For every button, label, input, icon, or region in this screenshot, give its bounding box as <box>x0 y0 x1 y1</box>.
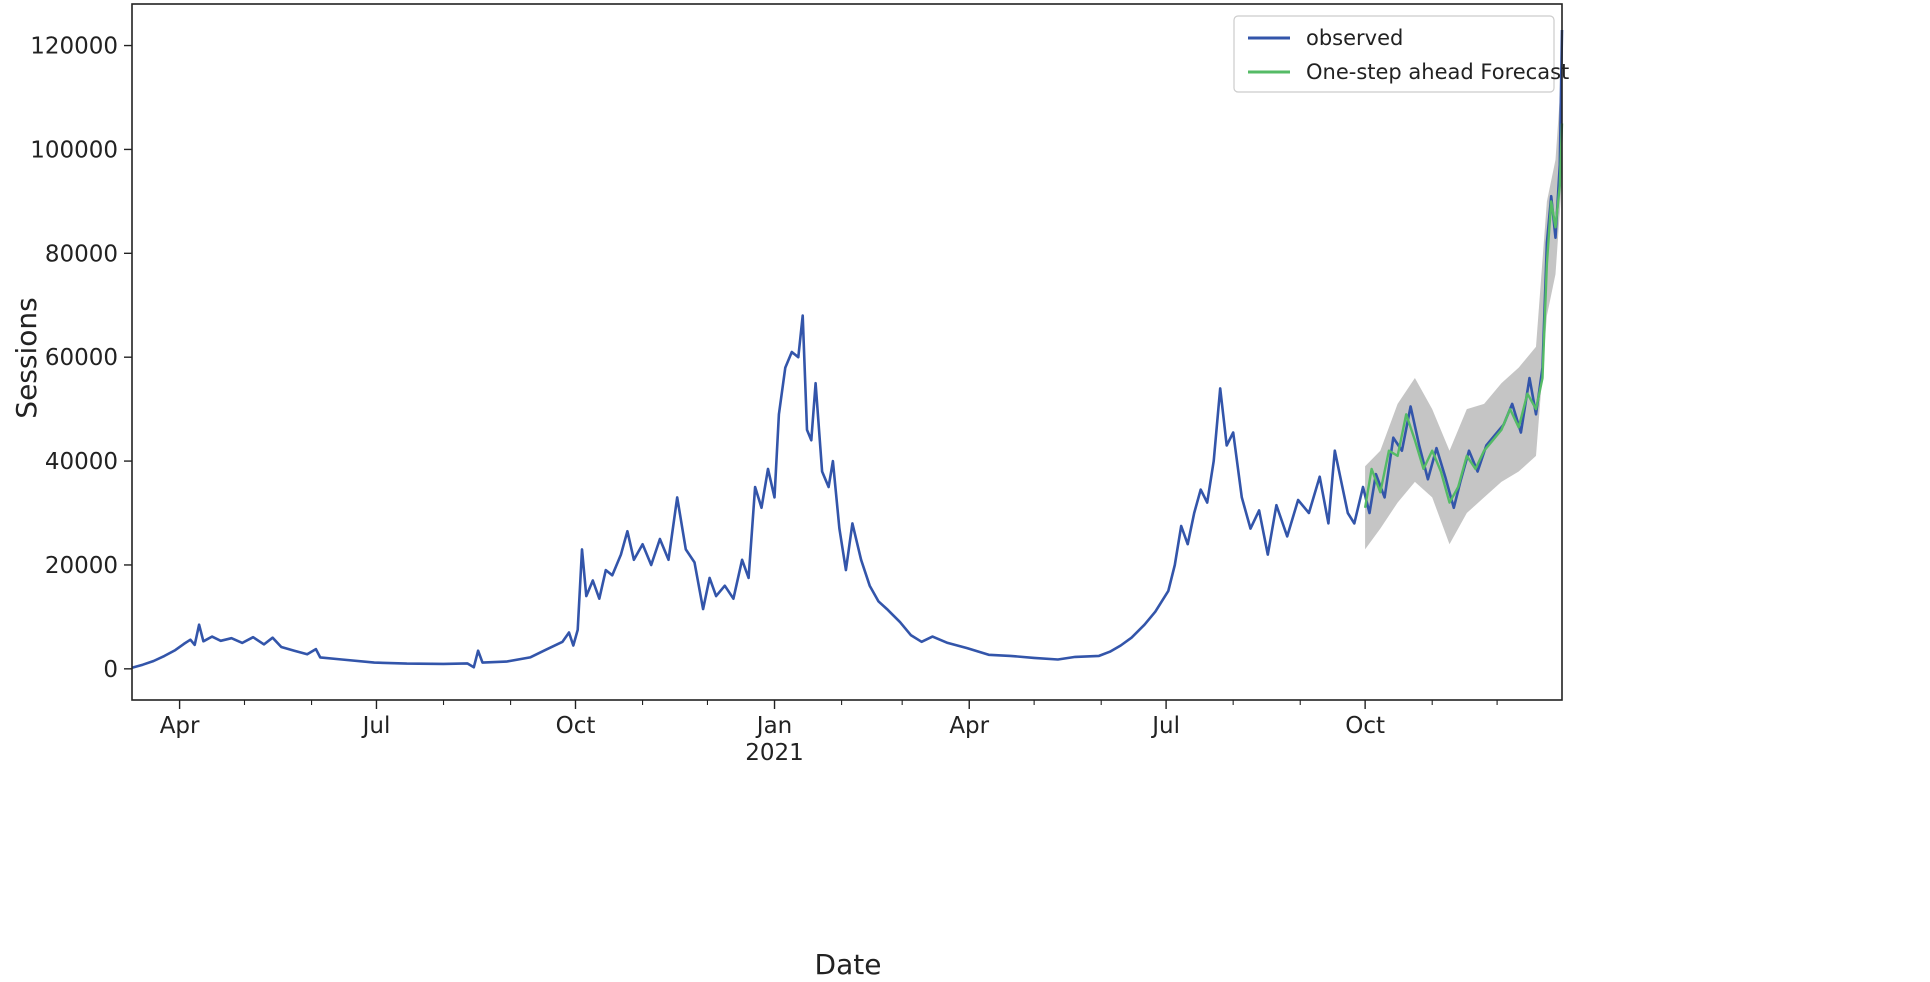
legend-label-forecast: One-step ahead Forecast <box>1306 60 1569 84</box>
x-tick-label: Jan <box>755 713 792 739</box>
y-axis-title: Sessions <box>10 297 43 418</box>
x-tick-label: Oct <box>556 713 596 739</box>
y-tick-label: 100000 <box>30 137 118 163</box>
y-tick-label: 40000 <box>45 449 118 475</box>
x-tick-label: Jul <box>1150 713 1180 739</box>
y-tick-label: 20000 <box>45 553 118 579</box>
x-tick-label: Apr <box>949 713 989 739</box>
x-axis-ticks: Apr Jul Oct Jan Apr Jul Oct <box>160 700 1498 739</box>
series-line-forecast <box>1363 123 1564 508</box>
legend-box <box>1233 15 1555 93</box>
x-axis-year-label: 2021 <box>745 740 804 766</box>
x-tick-label: Oct <box>1345 713 1385 739</box>
legend: observed One-step ahead Forecast <box>1233 15 1569 93</box>
x-axis-title: Date <box>815 948 882 981</box>
plot-frame <box>131 3 1563 701</box>
y-axis-ticks: 0 20000 40000 60000 80000 100000 120000 <box>30 34 132 683</box>
series-lines-layer <box>131 29 1564 670</box>
y-tick-label: 60000 <box>45 345 118 371</box>
legend-label-observed: observed <box>1306 26 1403 50</box>
y-tick-label: 80000 <box>45 241 118 267</box>
y-tick-label: 0 <box>103 657 118 683</box>
x-tick-label: Apr <box>160 713 200 739</box>
y-tick-label: 120000 <box>30 34 118 60</box>
x-tick-label: Jul <box>361 713 391 739</box>
